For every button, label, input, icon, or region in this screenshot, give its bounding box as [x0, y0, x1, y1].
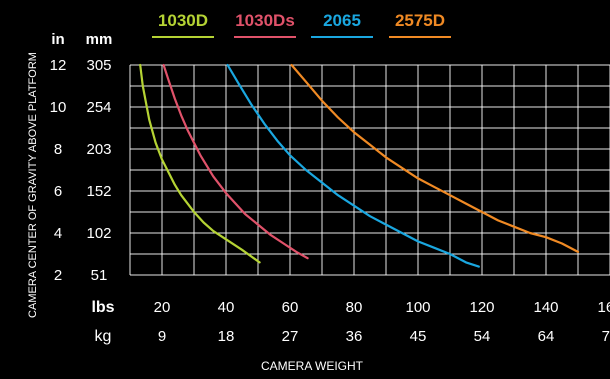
- y-tick-label-in: 8: [54, 141, 62, 158]
- y-axis-title: CAMERA CENTER OF GRAVITY ABOVE PLATFORM: [27, 52, 39, 318]
- x-tick-label-kg: 9: [158, 328, 166, 345]
- y-tick-label-mm: 203: [86, 141, 111, 158]
- y-tick-label-mm: 254: [86, 99, 111, 116]
- y-tick-label-in: 10: [50, 99, 67, 116]
- y-tick-label-in: 4: [54, 225, 62, 242]
- y-tick-label-mm: 51: [91, 267, 108, 284]
- legend-label-1030d: 1030D: [158, 11, 208, 30]
- x-tick-label-lbs: 40: [218, 299, 235, 316]
- y-tick-label-mm: 305: [86, 57, 111, 74]
- x-tick-label-lbs: 60: [282, 299, 299, 316]
- x-tick-label-kg: 64: [538, 328, 555, 345]
- y-tick-label-in: 6: [54, 183, 62, 200]
- y-tick-label-mm: 102: [86, 225, 111, 242]
- series-line-2065: [226, 63, 480, 268]
- x-tick-label-lbs: 100: [405, 299, 430, 316]
- x-tick-label-kg: 45: [410, 328, 427, 345]
- legend-label-1030ds: 1030Ds: [235, 11, 295, 30]
- legend-label-2575d: 2575D: [395, 11, 445, 30]
- x-tick-label-lbs: 80: [346, 299, 363, 316]
- x-tick-label-kg: 18: [218, 328, 235, 345]
- y-tick-label-in: 2: [54, 267, 62, 284]
- y-unit-in-label: in: [51, 31, 64, 48]
- x-unit-lbs-label: lbs: [91, 299, 114, 316]
- x-tick-label-kg: 27: [282, 328, 299, 345]
- series-line-2575d: [290, 63, 580, 253]
- series-line-1030d: [139, 63, 261, 264]
- legend-label-2065: 2065: [323, 11, 361, 30]
- x-tick-label-kg: 73: [602, 328, 610, 345]
- x-unit-kg-label: kg: [95, 328, 112, 345]
- x-axis-title: CAMERA WEIGHT: [261, 359, 364, 373]
- x-tick-label-lbs: 140: [533, 299, 558, 316]
- series-line-1030ds: [162, 63, 309, 260]
- x-tick-label-kg: 54: [474, 328, 491, 345]
- y-tick-label-in: 12: [50, 57, 67, 74]
- y-unit-mm-label: mm: [86, 31, 113, 48]
- y-tick-label-mm: 152: [86, 183, 111, 200]
- x-tick-label-kg: 36: [346, 328, 363, 345]
- x-tick-label-lbs: 120: [469, 299, 494, 316]
- x-tick-label-lbs: 20: [154, 299, 171, 316]
- x-tick-label-lbs: 160: [597, 299, 610, 316]
